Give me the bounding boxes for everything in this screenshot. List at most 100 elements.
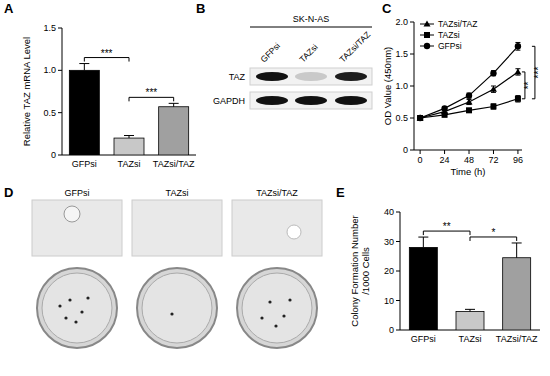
colony-dot <box>260 316 263 319</box>
bar <box>456 311 484 330</box>
column-label: TAZsi/TAZ <box>256 188 298 198</box>
tick <box>58 112 62 113</box>
point <box>417 115 424 121</box>
bar <box>503 258 531 330</box>
axis-title: Time (h) <box>450 166 485 177</box>
point <box>441 105 447 111</box>
annotation: ** <box>443 221 451 232</box>
legend-marker <box>424 21 431 27</box>
tick-label: 0 <box>389 325 394 335</box>
annotation: *** <box>533 67 544 79</box>
legend: TAZsi/TAZTAZsiGFPsi <box>420 19 477 51</box>
category-label: GFPsi <box>411 334 436 344</box>
error-bar <box>491 86 496 92</box>
tick-label: 20 <box>384 266 394 276</box>
error-bar <box>491 71 496 76</box>
panel-label: D <box>4 185 13 200</box>
tick-label: 0.5 <box>43 108 56 118</box>
panel-label: E <box>336 185 345 200</box>
band <box>335 96 367 105</box>
column-label: GFPsi <box>64 188 89 198</box>
column-label: TAZsi <box>166 188 189 198</box>
tick <box>410 86 414 87</box>
bar <box>159 107 189 155</box>
error-bar <box>515 42 520 50</box>
tick <box>410 150 414 151</box>
panel-label: A <box>4 1 14 16</box>
tick-label: 1.5 <box>43 23 56 33</box>
tick-label: 1.5 <box>395 49 408 59</box>
panel-label: C <box>382 1 392 16</box>
tick <box>420 150 421 154</box>
tick-label: 10 <box>384 296 394 306</box>
lane-label: GFPsi <box>258 41 282 65</box>
tick-label: 1.0 <box>395 81 408 91</box>
tick-label: 72 <box>488 155 498 165</box>
colony <box>287 225 301 239</box>
category-label: GFPsi <box>72 159 97 169</box>
category-label: TAZsi <box>459 334 482 344</box>
tick-label: 96 <box>513 155 523 165</box>
band <box>295 96 327 105</box>
colony-dot <box>268 300 271 303</box>
dish <box>137 268 217 348</box>
legend-label: GFPsi <box>438 41 462 51</box>
tick-label: 0 <box>403 145 408 155</box>
bar-chart: 00.51.01.5Relative TAZ mRNA LevelGFPsiTA… <box>21 23 196 169</box>
error-bar <box>169 103 179 106</box>
x-axis <box>414 150 522 151</box>
axis-title: Colony Formation Number <box>349 215 360 326</box>
point <box>515 96 521 102</box>
colony-dot <box>68 298 71 301</box>
tick <box>58 28 62 29</box>
bar <box>69 70 99 155</box>
tick <box>410 22 414 23</box>
error-bar <box>465 309 475 311</box>
colony-dot <box>80 310 83 313</box>
tick <box>396 330 400 331</box>
error-bar <box>467 99 472 104</box>
legend-marker <box>424 43 430 49</box>
colony-dot <box>58 304 61 307</box>
lane-label: TAZsi/TAZ <box>337 30 372 65</box>
series-line <box>420 72 518 118</box>
plot-area <box>417 42 522 121</box>
blot-strip <box>250 92 372 109</box>
figure: A B C D E 00.51.01.5Relative TAZ mRNA LevelGF… <box>0 0 550 376</box>
point <box>466 92 472 98</box>
row-label: GAPDH <box>213 96 245 106</box>
point <box>490 86 497 92</box>
point <box>490 70 496 76</box>
tick <box>410 118 414 119</box>
colony-images: GFPsi TAZsi TAZsi/TAZ <box>32 188 322 348</box>
tick-label: 2.0 <box>395 17 408 27</box>
tick <box>493 150 494 154</box>
tick <box>517 150 518 154</box>
tick <box>469 150 470 154</box>
tick <box>396 300 400 301</box>
colony-dot <box>274 324 277 327</box>
category-label: TAZsi/TAZ <box>153 159 195 169</box>
series-line <box>420 99 518 118</box>
western-blot: SK-N-ASGFPsiTAZsiTAZsi/TAZTAZGAPDH <box>213 14 372 109</box>
row-label: TAZ <box>229 72 246 82</box>
point <box>490 103 496 109</box>
tick <box>396 241 400 242</box>
tick-label: 0.5 <box>395 113 408 123</box>
tick-label: 0 <box>418 155 423 165</box>
colony-dot <box>288 298 291 301</box>
point <box>514 68 521 74</box>
dish-inner <box>242 273 312 343</box>
blot-strip <box>250 68 372 85</box>
error-bar <box>79 64 89 71</box>
panel-label: B <box>196 1 205 16</box>
colony <box>64 206 80 222</box>
colony-dot <box>86 296 89 299</box>
micrograph <box>32 200 122 256</box>
dish-inner <box>142 273 212 343</box>
tick-label: 30 <box>384 237 394 247</box>
band <box>335 72 367 81</box>
band <box>256 72 288 81</box>
category-label: TAZsi <box>118 159 141 169</box>
legend-label: TAZsi <box>438 30 460 40</box>
